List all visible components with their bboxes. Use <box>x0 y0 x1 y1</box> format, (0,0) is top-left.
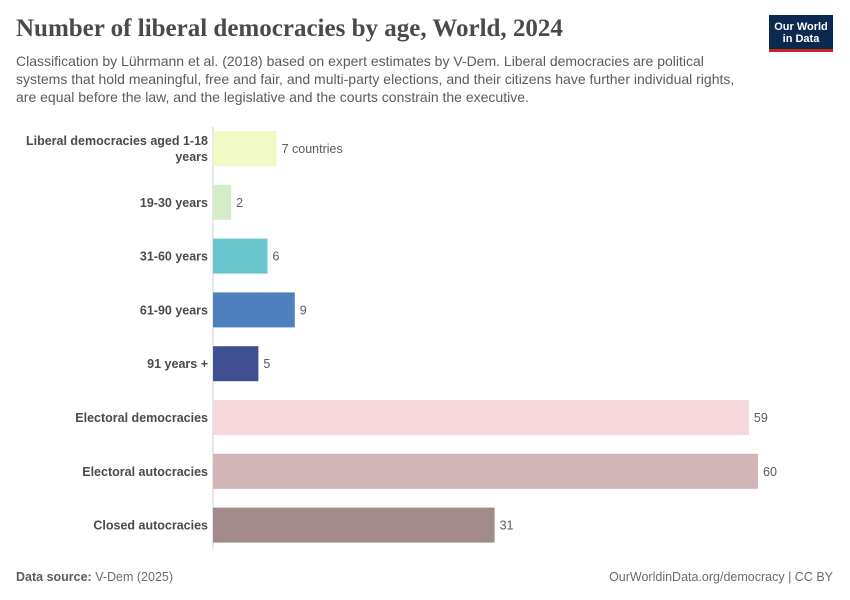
value-label: 59 <box>754 411 768 425</box>
data-source-text[interactable]: V-Dem (2025) <box>95 570 174 584</box>
value-label: 9 <box>300 303 307 317</box>
category-label: 19-30 years <box>140 196 208 210</box>
chart-title: Number of liberal democracies by age, Wo… <box>16 15 563 42</box>
footer-link[interactable]: OurWorldinData.org/democracy | CC BY <box>609 570 833 584</box>
bar[interactable] <box>213 453 758 489</box>
bar[interactable] <box>213 292 295 328</box>
value-label: 5 <box>263 357 270 371</box>
category-label: Electoral autocracies <box>82 465 208 479</box>
bar[interactable] <box>213 184 232 220</box>
category-label: Closed autocracies <box>93 519 208 533</box>
category-label: 91 years + <box>147 357 208 371</box>
bar[interactable] <box>213 346 259 382</box>
value-label: 2 <box>236 196 243 210</box>
value-label: 60 <box>763 465 777 479</box>
bar[interactable] <box>213 131 277 166</box>
value-label: 6 <box>273 250 280 264</box>
data-source-label: Data source: <box>16 570 92 584</box>
bar[interactable] <box>213 400 749 435</box>
category-label: 61-90 years <box>140 303 208 317</box>
category-label: Electoral democracies <box>75 411 208 425</box>
bar[interactable] <box>213 507 495 543</box>
logo-line-1: Our World <box>774 21 828 33</box>
bar[interactable] <box>213 238 268 274</box>
logo-line-2: in Data <box>782 33 820 45</box>
data-source: Data source: V-Dem (2025) <box>16 570 173 584</box>
chart-subtitle: Classification by Lührmann et al. (2018)… <box>16 53 735 105</box>
bar-chart: Liberal democracies aged 1-18 years 7 coun… <box>26 127 777 549</box>
category-label: 31-60 years <box>140 250 208 264</box>
value-label: 31 <box>500 519 514 533</box>
category-label: Liberal democracies aged 1-18 years <box>26 134 208 164</box>
value-label: 7 countries <box>282 142 343 156</box>
owid-logo[interactable]: Our World in Data <box>769 15 833 52</box>
